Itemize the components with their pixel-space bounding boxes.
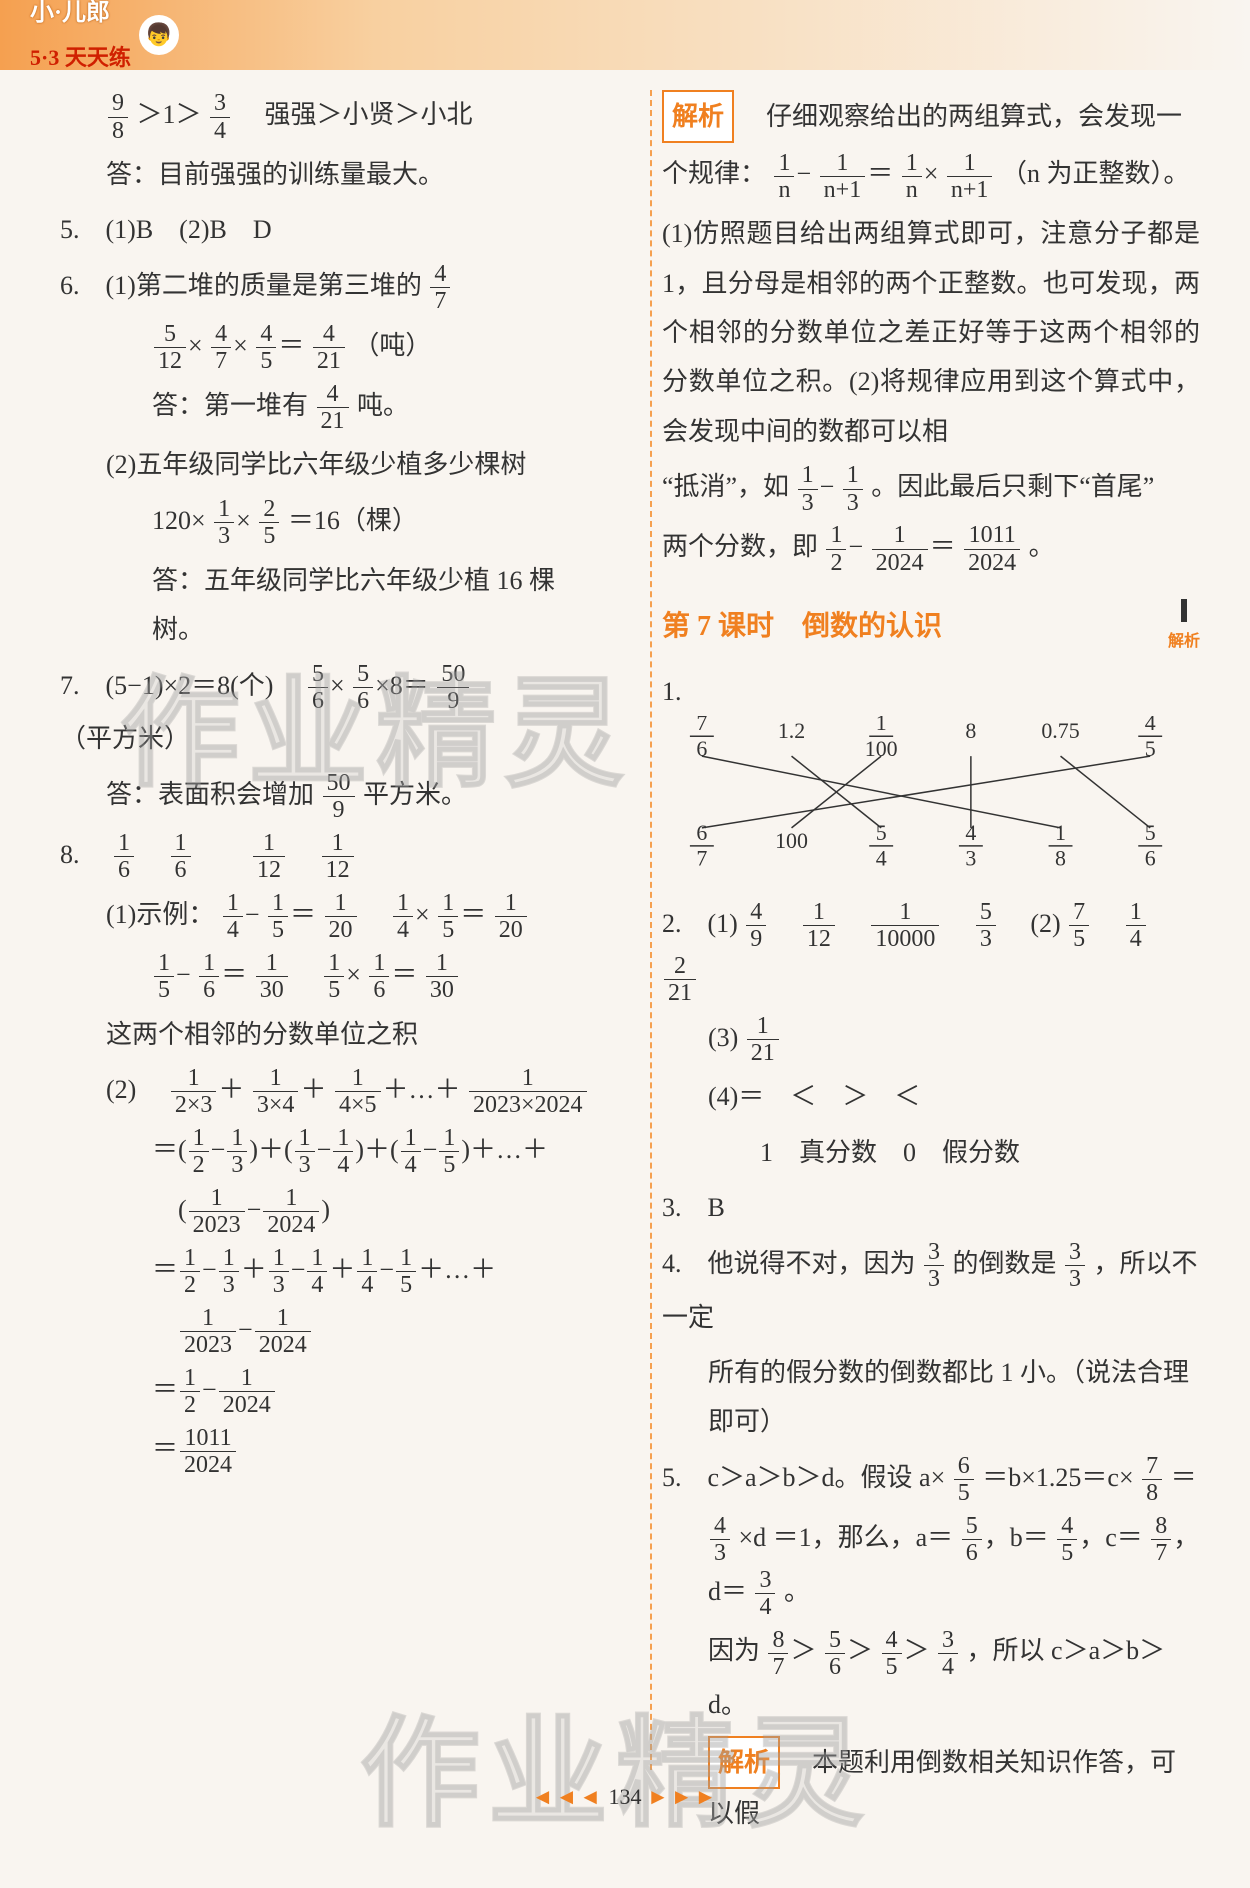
calc-line: 15− 16＝ 130 15× 16＝ 130	[60, 950, 600, 1004]
q7: 7. (5−1)×2＝8(个) 56× 56×8＝ 509 （平方米）	[60, 661, 600, 764]
svg-text:7: 7	[696, 846, 707, 871]
right-column: 解析 仔细观察给出的两组算式，会发现一 个规律： 1n− 1n+1＝ 1n× 1…	[650, 90, 1200, 1770]
q1-match: 1. 761.2110080.7545 6710054431856	[662, 667, 1200, 893]
section-title-text: 第 7 课时 倒数的认识	[662, 600, 942, 653]
answer-line: 答：表面积会增加 509 平方米。	[60, 770, 600, 824]
svg-text:6: 6	[1145, 846, 1156, 871]
qr-block: 解析	[1168, 596, 1200, 657]
q2-4: (4)＝ ＜ ＞ ＜	[662, 1072, 1200, 1121]
calc-line: 512× 47× 45＝ 421 （吨）	[60, 321, 600, 375]
brand-logo: 小·儿郎 5·3 天天练 👦	[30, 0, 179, 79]
text-line: 所有的假分数的倒数都比 1 小。（说法合理即可）	[662, 1348, 1200, 1447]
calc-line: 120× 13× 25 ＝16（棵）	[60, 496, 600, 550]
content-area: 98 ＞1＞ 34 强强＞小贤＞小北 答：目前强强的训练量最大。 5. (1)B…	[0, 70, 1250, 1770]
text-line: 两个分数，即 12− 12024＝ 10112024 。	[662, 522, 1200, 576]
page-header: 小·儿郎 5·3 天天练 👦	[0, 0, 1250, 70]
calc-line: ＝10112024	[60, 1424, 600, 1478]
svg-text:1: 1	[1055, 820, 1066, 845]
svg-text:3: 3	[965, 846, 976, 871]
q3: 3. B	[662, 1183, 1200, 1232]
svg-text:4: 4	[876, 846, 887, 871]
answer-line: 答：五年级同学比六年级少植 16 棵树。	[60, 556, 600, 655]
calc-line: ＝(12−13)＋(13−14)＋(14−15)＋…＋	[60, 1125, 600, 1179]
q5: 5. (1)B (2)B D	[60, 205, 600, 254]
qr-icon	[1181, 599, 1187, 622]
calc-line: ＝12−13＋13−14＋14−15＋…＋	[60, 1245, 600, 1299]
svg-text:1.2: 1.2	[778, 718, 805, 743]
svg-text:6: 6	[696, 820, 707, 845]
calc-line: 43 ×d ＝1，那么，a＝ 56，b＝ 45，c＝ 87，d＝ 34 。	[662, 1513, 1200, 1621]
calc-line: 12023−12024	[60, 1305, 600, 1359]
page-number: ◄◄◄ 134 ►►►	[0, 1776, 1250, 1818]
text-line: 答：目前强强的训练量最大。	[60, 150, 600, 199]
section-title: 第 7 课时 倒数的认识 解析	[662, 596, 1200, 657]
arrow-right-icon: ►►►	[647, 1784, 718, 1809]
left-column: 98 ＞1＞ 34 强强＞小贤＞小北 答：目前强强的训练量最大。 5. (1)B…	[60, 90, 610, 1770]
brand-main: 小·儿郎	[30, 0, 131, 37]
svg-text:5: 5	[876, 820, 887, 845]
cartoon-icon: 👦	[139, 15, 179, 55]
svg-text:4: 4	[1145, 716, 1156, 735]
svg-text:100: 100	[775, 828, 808, 853]
analysis-tag: 解析	[662, 90, 734, 143]
svg-text:8: 8	[1055, 846, 1066, 871]
match-diagram: 761.2110080.7545 6710054431856	[662, 716, 1200, 876]
qr-label: 解析	[1168, 633, 1200, 650]
svg-text:100: 100	[865, 736, 898, 761]
jiexi-block: 解析 仔细观察给出的两组算式，会发现一	[662, 90, 1200, 143]
q6-1: 6. (1)第二堆的质量是第三堆的 47	[60, 261, 600, 315]
text-line: 这两个相邻的分数单位之积	[60, 1010, 600, 1059]
brand-sub: 5·3 天天练	[30, 37, 131, 79]
q2-5: 1 真分数 0 假分数	[662, 1128, 1200, 1177]
q4: 4. 他说得不对，因为 33 的倒数是 33 ，所以不一定	[662, 1239, 1200, 1342]
q2-3: (3) 121	[662, 1013, 1200, 1067]
svg-text:7: 7	[696, 716, 707, 735]
calc-line: (12023−12024)	[60, 1185, 600, 1239]
svg-text:8: 8	[965, 718, 976, 743]
text-line: 个规律： 1n− 1n+1＝ 1n× 1n+1 （n 为正整数）。	[662, 149, 1200, 203]
answer-line: 答：第一堆有 421 吨。	[60, 381, 600, 435]
q5: 5. c＞a＞b＞d。假设 a× 65 ＝b×1.25＝c× 78 ＝	[662, 1453, 1200, 1507]
q8-1: (1)示例： 14− 15＝ 120 14× 15＝ 120	[60, 890, 600, 944]
text-line: 98 ＞1＞ 34 强强＞小贤＞小北	[60, 90, 600, 144]
svg-text:0.75: 0.75	[1041, 718, 1079, 743]
arrow-left-icon: ◄◄◄	[532, 1784, 603, 1809]
q6-2: (2)五年级同学比六年级少植多少棵树	[60, 440, 600, 489]
calc-line: ＝12−12024	[60, 1365, 600, 1419]
calc-line: 因为 87＞ 56＞ 45＞ 34 ，所以 c＞a＞b＞d。	[662, 1626, 1200, 1729]
q8: 8. 16 16 112 112	[60, 830, 600, 884]
text-line: (1)仿照题目给出两组算式即可，注意分子都是 1，且分母是相邻的两个正整数。也可…	[662, 209, 1200, 456]
q8-2-line1: (2) 12×3＋ 13×4＋ 14×5＋…＋ 12023×2024	[60, 1065, 600, 1119]
page-num-text: 134	[609, 1784, 642, 1809]
text-line: “抵消”，如 13− 13 。因此最后只剩下“首尾”	[662, 462, 1200, 516]
svg-text:5: 5	[1145, 820, 1156, 845]
svg-text:1: 1	[876, 716, 887, 735]
q2-1: 2. (1) 49 112 110000 53 (2) 75 14 221	[662, 899, 1200, 1007]
